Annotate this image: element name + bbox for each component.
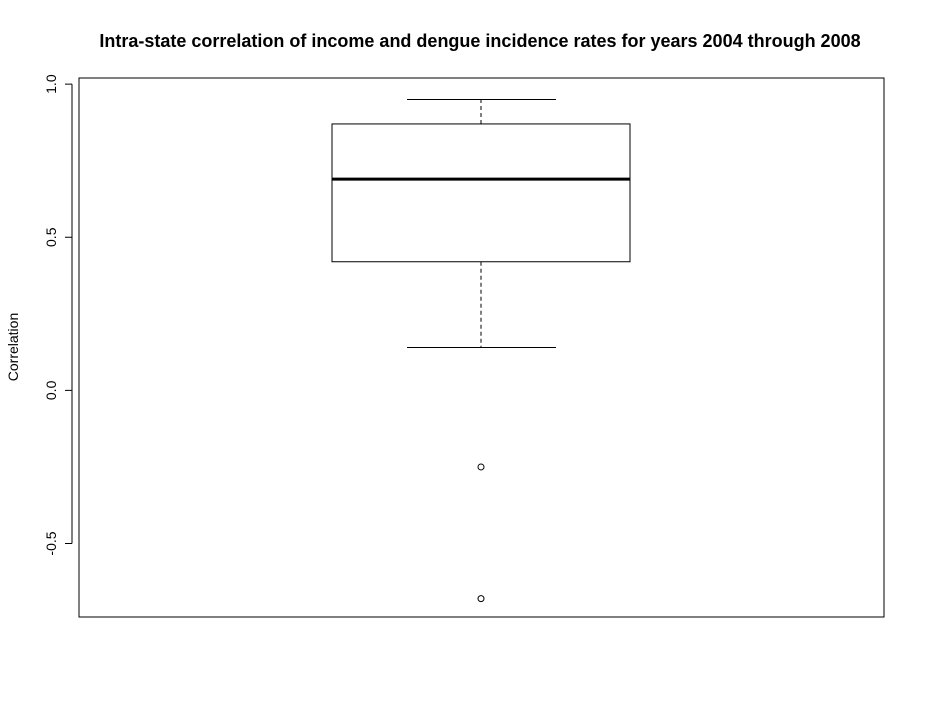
outlier-point: [477, 463, 485, 471]
y-tick-label: 0.0: [43, 380, 59, 400]
outlier-point: [477, 595, 485, 603]
interquartile-box: [331, 123, 631, 263]
y-tick-label: -0.5: [43, 531, 59, 555]
y-tick-label: 1.0: [43, 74, 59, 94]
y-tick-label: 0.5: [43, 227, 59, 247]
chart-title: Intra-state correlation of income and de…: [99, 31, 860, 51]
plot-frame: [78, 77, 885, 618]
boxplot-box-group: [331, 98, 631, 603]
y-axis: 1.0 0.5 0.0 -0.5: [43, 74, 73, 556]
y-axis-label: Correlation: [5, 313, 21, 381]
